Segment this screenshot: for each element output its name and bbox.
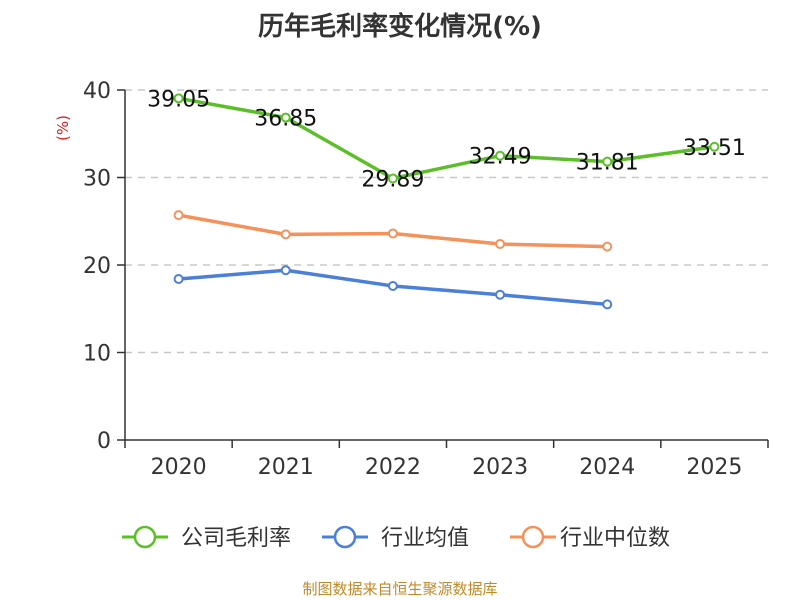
data-label-2023: 32.49: [469, 145, 532, 170]
series-0-point-2022: [387, 173, 398, 184]
data-source-note: 制图数据来自恒生聚源数据库: [302, 580, 498, 598]
y-axis-unit-label: (%): [54, 115, 72, 141]
series-2-point-2024: [602, 241, 613, 252]
legend-marker-1: [333, 525, 357, 549]
series-2-point-2023: [495, 239, 506, 249]
series-2-point-2020: [173, 210, 184, 221]
data-label-2021: 36.85: [254, 107, 317, 132]
legend: 公司毛利率 行业均值 行业中位数: [122, 525, 670, 551]
series-0-point-2025: [709, 141, 720, 152]
y-tick-label-40: 40: [83, 79, 111, 104]
series-line-0: [178, 96, 715, 181]
data-label-2024: 31.81: [576, 151, 639, 176]
series-0-point-2021: [280, 112, 291, 123]
series-1-point-2024: [602, 299, 613, 310]
series-1-point-2022: [387, 281, 398, 291]
data-label-2020: 39.05: [147, 87, 210, 112]
y-tick-label-10: 10: [83, 342, 111, 367]
data-label-2022: 29.89: [361, 167, 424, 192]
series-0-point-2023: [495, 150, 506, 161]
legend-marker-2: [521, 525, 545, 549]
y-tick-label-20: 20: [83, 254, 111, 279]
data-labels: 39.05 36.85 29.89 32.49 31.81 33.51: [147, 87, 746, 192]
x-tick-label-2021: 2021: [258, 455, 314, 480]
axes: 0 10 20 30 40 2020 2021 2022 2023 2024 2025: [83, 79, 769, 480]
chart-title: 历年毛利率变化情况(%): [258, 12, 542, 42]
grid-lines: [125, 89, 768, 354]
series-1-point-2023: [495, 289, 506, 300]
series: [173, 93, 720, 310]
x-tick-label-2023: 2023: [472, 455, 528, 480]
legend-label-1: 行业均值: [381, 526, 469, 551]
x-tick-label-2020: 2020: [151, 455, 207, 480]
series-2-point-2022: [387, 228, 398, 239]
y-tick-label-30: 30: [83, 167, 111, 192]
legend-marker-0: [133, 525, 157, 549]
legend-label-2: 行业中位数: [560, 526, 670, 551]
series-0-point-2024: [602, 156, 613, 167]
series-1-point-2021: [280, 265, 291, 276]
x-tick-label-2025: 2025: [686, 455, 742, 480]
series-1-point-2020: [173, 274, 184, 284]
x-tick-label-2022: 2022: [365, 455, 421, 480]
y-tick-label-0: 0: [97, 429, 111, 454]
data-label-2025: 33.51: [683, 136, 746, 161]
series-0-point-2020: [173, 93, 184, 104]
x-tick-label-2024: 2024: [579, 455, 635, 480]
series-2-point-2021: [280, 229, 291, 240]
legend-label-0: 公司毛利率: [181, 526, 291, 551]
